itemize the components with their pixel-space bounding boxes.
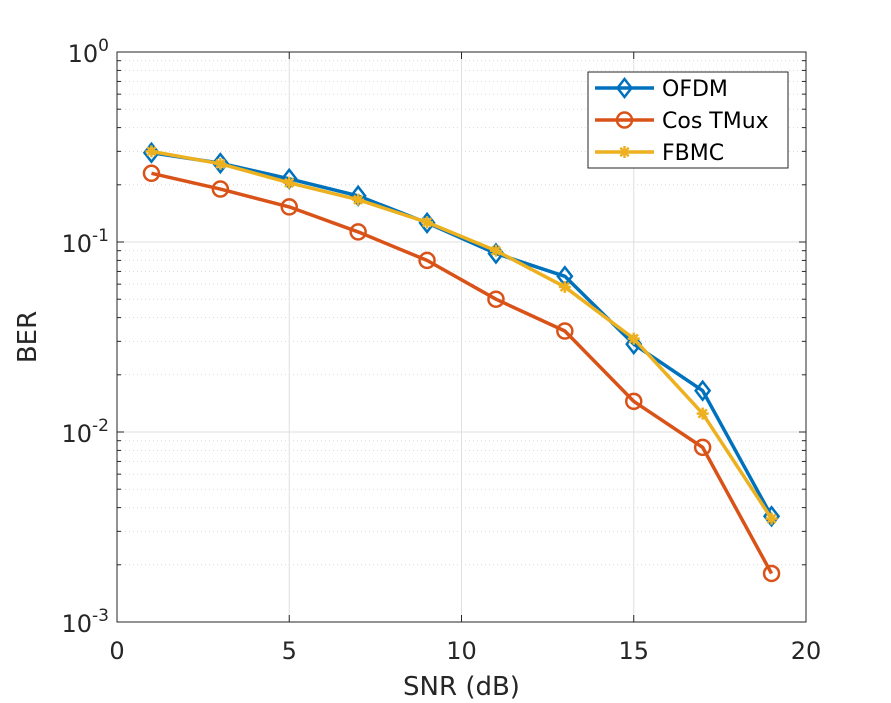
star-stroke: [559, 281, 570, 293]
data-point-circle: [280, 198, 298, 216]
legend-label: OFDM: [662, 77, 728, 102]
x-tick-label: 10: [446, 637, 477, 665]
data-point-star: [145, 145, 158, 158]
x-axis-label: SNR (dB): [403, 672, 520, 702]
data-point-circle: [487, 290, 505, 308]
x-tick-label: 20: [791, 637, 822, 665]
star-stroke: [697, 408, 708, 419]
legend: OFDM Cos TMux FBMC: [587, 71, 789, 169]
legend-label: Cos TMux: [662, 109, 769, 134]
data-point-star: [214, 157, 227, 170]
legend-entry: Cos TMux: [595, 109, 769, 134]
x-tick-label: 0: [109, 637, 124, 665]
data-point-circle: [418, 251, 436, 270]
series-cos-tmux: [142, 164, 781, 583]
data-point-star: [352, 193, 365, 206]
legend-entry: FBMC: [595, 141, 724, 166]
star-stroke: [215, 158, 226, 169]
star-stroke: [619, 146, 630, 158]
x-tick-label: 5: [282, 637, 297, 665]
data-point-circle: [693, 438, 712, 457]
y-axis-label: BER: [13, 311, 43, 363]
data-point-circle: [142, 164, 161, 183]
data-point-circle: [211, 180, 230, 198]
y-tick-label: 100: [68, 36, 109, 68]
data-point-diamond: [694, 379, 712, 402]
y-tick-labels: 10-3 10-2 10-1 100: [62, 36, 110, 638]
data-point-circle: [556, 322, 574, 340]
y-tick-label: 10-2: [62, 416, 110, 448]
star-stroke: [284, 177, 295, 188]
y-tick-label: 10-1: [62, 226, 110, 258]
data-point-circle: [625, 392, 643, 411]
star-stroke: [490, 245, 502, 256]
x-tick-labels: 0 5 10 15 20: [109, 637, 821, 665]
data-point-circle: [349, 223, 367, 241]
legend-label: FBMC: [662, 141, 724, 166]
star-stroke: [766, 513, 777, 524]
star-stroke: [146, 146, 157, 157]
series-layer: [142, 141, 781, 583]
legend-entry: OFDM: [595, 76, 728, 102]
data-point-diamond: [615, 76, 634, 100]
star-stroke: [421, 217, 433, 228]
data-point-star: [283, 176, 296, 189]
series-line: [151, 149, 774, 520]
y-tick-label: 10-3: [62, 606, 110, 638]
series-fbmc: [145, 145, 778, 525]
data-point-star: [765, 512, 778, 525]
data-point-star: [627, 332, 640, 345]
star-stroke: [628, 333, 639, 344]
x-tick-label: 15: [618, 637, 649, 665]
star-stroke: [353, 194, 364, 205]
data-point-star: [489, 244, 502, 257]
data-point-star: [421, 216, 434, 229]
data-point-star: [558, 280, 571, 293]
data-point-diamond: [142, 141, 161, 164]
series-line: [151, 171, 774, 575]
data-point-star: [618, 146, 631, 158]
data-point-circle: [762, 564, 781, 583]
data-point-star: [696, 407, 709, 420]
data-point-circle: [615, 111, 634, 129]
ticks-layer: [116, 51, 807, 623]
